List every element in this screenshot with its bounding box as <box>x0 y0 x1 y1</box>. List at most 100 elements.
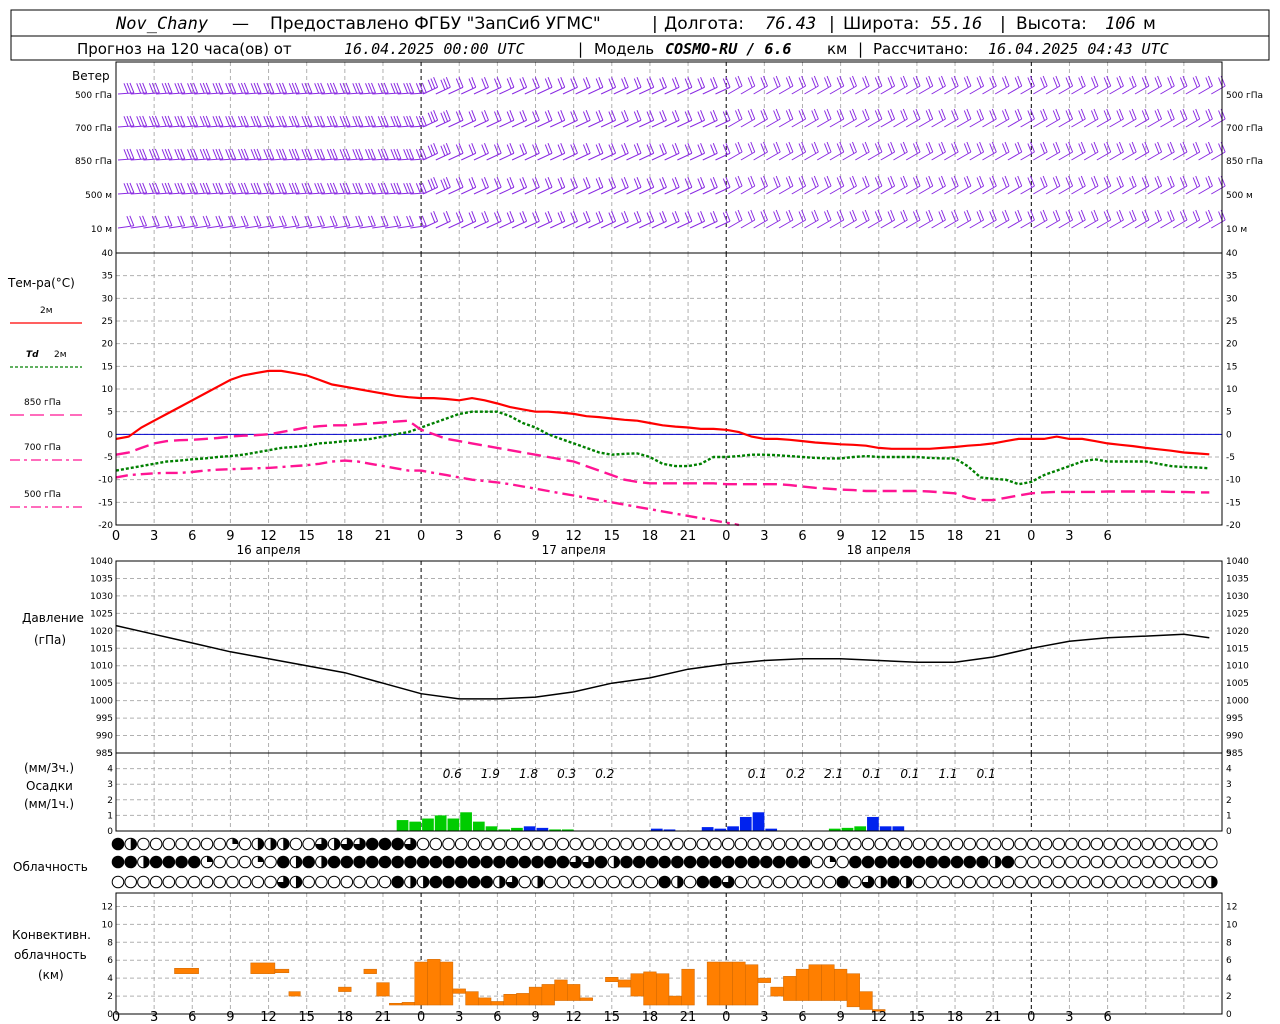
wind-barb-feather <box>1027 143 1033 154</box>
wind-barb-shaft <box>753 85 768 95</box>
x-tick-label-top: 9 <box>836 529 844 544</box>
wind-barb-feather <box>1195 108 1201 120</box>
wind-barb-shaft <box>168 192 185 195</box>
cloud-symbol-fill <box>633 856 646 868</box>
wind-barb-feather <box>276 149 281 160</box>
wind-barb-shaft <box>397 92 414 95</box>
wind-barb-shaft <box>384 192 401 195</box>
cloud-symbol-fill <box>880 876 887 888</box>
wind-barb-feather <box>240 82 246 94</box>
cloud-symbol <box>124 875 138 889</box>
wind-barb-feather <box>380 216 386 227</box>
cloud-symbol <box>416 837 430 851</box>
wind-barb-feather <box>177 115 183 127</box>
wind-barb-shaft <box>219 192 236 195</box>
wind-barb-shaft <box>905 151 921 161</box>
wind-barb-feather <box>205 215 211 226</box>
wind-barb-feather <box>823 110 829 121</box>
convective-segment <box>427 959 441 1006</box>
cloud-symbol <box>785 837 799 851</box>
wind-barb-shaft <box>321 158 338 161</box>
wind-barb-feather <box>1042 141 1048 153</box>
wind-barb-feather <box>1192 110 1198 121</box>
wind-barb-feather <box>307 182 313 194</box>
convective-segment <box>668 995 682 1006</box>
wind-barb-feather <box>329 182 335 194</box>
wind-barb-feather <box>506 78 512 89</box>
wind-barb-shaft <box>219 225 236 229</box>
wind-barb-shaft <box>740 151 756 161</box>
wind-barb-feather <box>989 177 995 188</box>
wind-barb-feather <box>1154 143 1160 154</box>
wind-barb-shaft <box>626 119 642 128</box>
wind-barb-feather <box>1207 175 1213 187</box>
wind-barb-feather <box>1065 143 1071 154</box>
wind-barb-shaft <box>1033 185 1048 195</box>
lon-value: 76.43 <box>765 14 816 34</box>
x-tick-label-bottom: 9 <box>531 1010 539 1024</box>
precip-bar <box>498 829 511 831</box>
wind-barb-feather <box>1093 141 1099 153</box>
precip-bar <box>396 820 409 831</box>
day-label: 17 апреля <box>542 543 606 557</box>
cloud-symbol <box>429 837 443 851</box>
wind-level-right: 850 гПа <box>1226 157 1263 167</box>
wind-barb-feather <box>383 215 389 226</box>
cloud-symbol <box>1065 875 1078 889</box>
wind-barb-shaft <box>905 118 921 128</box>
wind-barb-feather <box>1167 177 1173 188</box>
wind-barb-feather <box>941 175 946 187</box>
cloud-symbol <box>149 837 163 851</box>
wind-barb-feather <box>1141 110 1147 121</box>
wind-barb-feather <box>560 77 566 88</box>
wind-barb-shaft <box>677 220 693 229</box>
wind-barb-shaft <box>715 220 731 229</box>
wind-barb-feather <box>710 212 716 223</box>
wind-barb-feather <box>798 143 804 154</box>
wind-barb-feather <box>661 110 667 121</box>
wind-barb-feather <box>237 183 243 194</box>
wind-barb-feather <box>506 212 512 223</box>
wind-barb-feather <box>164 182 170 194</box>
cloud-symbol-fill <box>963 856 976 868</box>
wind-barb-feather <box>697 78 703 89</box>
wind-barb-feather <box>253 182 259 194</box>
wind-level-left: 500 гПа <box>75 91 112 101</box>
wind-barb-shaft <box>588 86 604 95</box>
wind-barb-feather <box>1055 175 1061 187</box>
cloud-symbol <box>1052 855 1066 869</box>
convective-segment <box>250 962 276 974</box>
wind-barb-shaft <box>117 92 134 95</box>
wind-barb-feather <box>243 182 249 194</box>
wind-barb-feather <box>608 78 614 89</box>
wind-barb-feather <box>205 82 211 94</box>
temp-tick-right: 40 <box>1226 249 1238 259</box>
wind-barb-feather <box>142 215 148 226</box>
wind-barb-feather <box>976 211 982 222</box>
wind-barb-shaft <box>969 185 984 195</box>
cloud-symbol <box>1052 837 1066 851</box>
wind-barb-feather <box>646 111 652 122</box>
wind-barb-feather <box>649 177 655 188</box>
wind-barb-shaft <box>410 125 427 128</box>
wind-barb-feather <box>710 78 716 89</box>
cloud-symbol-fill <box>430 856 442 868</box>
cloud-symbol-fill <box>677 876 684 888</box>
cloud-symbol <box>213 837 227 851</box>
wind-barb-feather <box>288 183 294 194</box>
wind-barb-feather <box>390 149 396 160</box>
cloud-symbol <box>226 855 239 869</box>
wind-barb-shaft <box>982 85 997 95</box>
cloud-symbol <box>963 837 977 851</box>
wind-barb-feather <box>1001 143 1007 154</box>
wind-barb-feather <box>1157 209 1163 221</box>
precip-bar <box>663 829 676 831</box>
wind-barb-shaft <box>168 92 185 95</box>
wind-barb-shaft <box>575 152 591 161</box>
cloud-symbol <box>582 875 595 889</box>
x-tick-label-top: 3 <box>150 529 158 544</box>
header-line2-frame <box>10 35 1270 61</box>
wind-barb-feather <box>212 149 218 160</box>
header-sep: — <box>232 14 249 34</box>
wind-barb-shaft <box>1033 219 1048 229</box>
